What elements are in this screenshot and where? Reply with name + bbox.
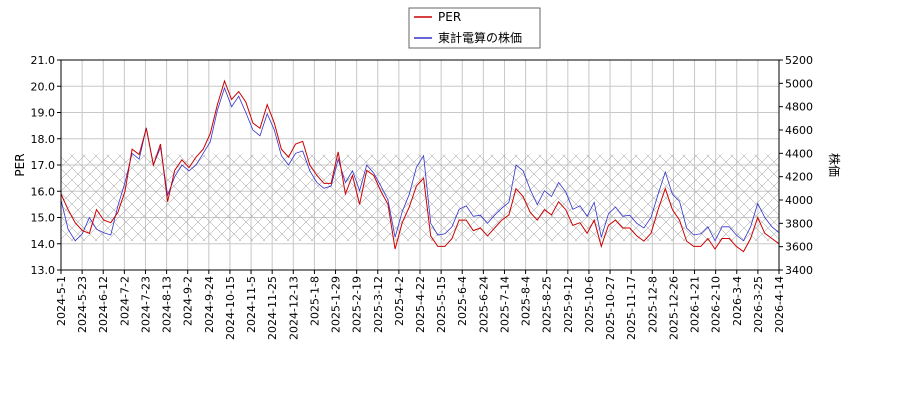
x-tick-label: 2025-4-2 — [393, 276, 406, 326]
y-left-tick-label: 14.0 — [31, 238, 56, 251]
series-line-per — [61, 79, 779, 253]
x-tick-label: 2025-7-14 — [498, 276, 511, 333]
x-tick-label: 2025-11-17 — [625, 276, 638, 340]
x-ticks: 2024-5-1 2024-5-23 2024-6-12 2024-7-2 2024-7… — [55, 270, 786, 340]
x-tick-label: 2025-5-15 — [435, 276, 448, 333]
x-tick-label: 2025-10-6 — [583, 276, 596, 333]
x-tick-label: 2024-7-2 — [118, 276, 131, 326]
y-left-ticks: 13.0 14.0 15.0 16.0 17.0 18.0 19.0 20.0 21.0 — [31, 54, 61, 277]
y-right-tick-label: 4800 — [785, 101, 813, 114]
hatched-band — [61, 154, 779, 242]
y-right-tick-label: 3400 — [785, 264, 813, 277]
series-line-stock-price — [61, 86, 779, 242]
x-tick-label: 2025-1-29 — [330, 276, 343, 333]
x-tick-label: 2026-4-14 — [773, 276, 786, 333]
legend: PER 東計電算の株価 — [408, 7, 541, 49]
x-tick-label: 2024-11-5 — [245, 276, 258, 333]
x-tick-label: 2026-3-4 — [731, 276, 744, 326]
x-tick-label: 2025-3-12 — [372, 276, 385, 333]
y-left-tick-label: 21.0 — [31, 54, 56, 67]
y-left-tick-label: 16.0 — [31, 185, 56, 198]
x-tick-label: 2026-2-10 — [710, 276, 723, 333]
x-tick-label: 2025-12-8 — [646, 276, 659, 333]
y-right-tick-label: 3800 — [785, 217, 813, 230]
x-tick-label: 2024-10-15 — [224, 276, 237, 340]
x-tick-label: 2024-5-23 — [76, 276, 89, 333]
x-tick-label: 2025-4-22 — [414, 276, 427, 333]
y-right-tick-label: 4400 — [785, 147, 813, 160]
y-right-tick-label: 5000 — [785, 77, 813, 90]
x-tick-label: 2024-12-13 — [287, 276, 300, 340]
x-tick-label: 2024-5-1 — [55, 276, 68, 326]
x-tick-label: 2026-3-25 — [752, 276, 765, 333]
legend-label-per: PER — [438, 10, 461, 24]
y-right-ticks: 3400 3600 3800 4000 4200 4400 4600 4800 5000 5200 — [779, 54, 813, 277]
x-tick-label: 2025-8-25 — [541, 276, 554, 333]
y-left-tick-label: 15.0 — [31, 212, 56, 225]
y-left-tick-label: 20.0 — [31, 80, 56, 93]
x-tick-label: 2025-1-8 — [308, 276, 321, 326]
y-right-tick-label: 4200 — [785, 171, 813, 184]
y-right-tick-label: 5200 — [785, 54, 813, 67]
y-right-tick-label: 3600 — [785, 241, 813, 254]
y-right-tick-label: 4000 — [785, 194, 813, 207]
x-tick-label: 2024-8-13 — [161, 276, 174, 333]
y-right-axis-label: 株価 — [827, 153, 842, 177]
y-left-tick-label: 13.0 — [31, 264, 56, 277]
x-tick-label: 2025-6-4 — [456, 276, 469, 326]
x-tick-label: 2025-10-27 — [604, 276, 617, 340]
x-tick-label: 2025-6-24 — [477, 276, 490, 333]
x-tick-label: 2024-7-23 — [139, 276, 152, 333]
legend-box — [408, 7, 541, 49]
x-tick-label: 2024-6-12 — [97, 276, 110, 333]
legend-label-stock-price: 東計電算の株価 — [438, 30, 522, 45]
y-left-tick-label: 18.0 — [31, 133, 56, 146]
y-left-tick-label: 19.0 — [31, 107, 56, 120]
x-tick-label: 2025-2-19 — [351, 276, 364, 333]
x-tick-label: 2025-9-12 — [562, 276, 575, 333]
y-right-tick-label: 4600 — [785, 124, 813, 137]
x-tick-label: 2025-8-4 — [520, 276, 533, 326]
x-tick-label: 2024-9-2 — [182, 276, 195, 326]
x-tick-label: 2025-12-26 — [667, 276, 680, 340]
y-left-tick-label: 17.0 — [31, 159, 56, 172]
x-tick-label: 2024-9-24 — [203, 276, 216, 333]
x-tick-label: 2024-11-25 — [266, 276, 279, 340]
y-left-axis-label: PER — [13, 153, 27, 176]
x-tick-label: 2026-1-21 — [689, 276, 702, 333]
